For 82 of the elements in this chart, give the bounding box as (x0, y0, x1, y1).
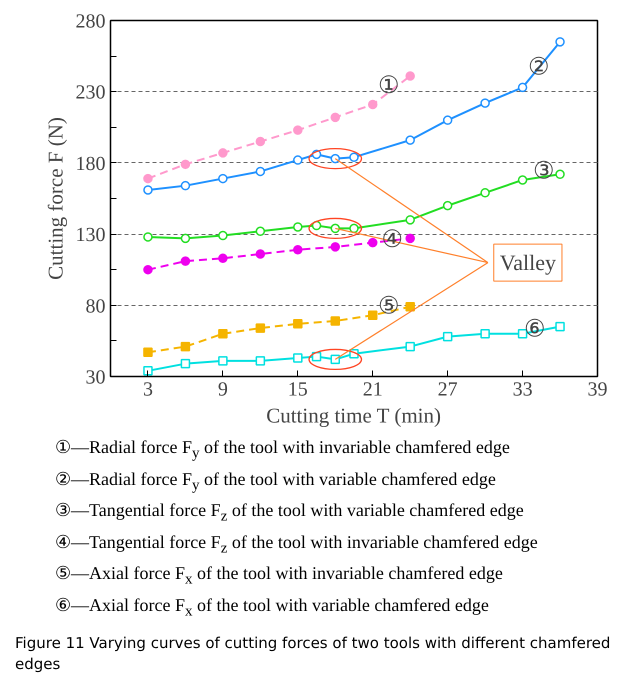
point (518, 82, 528, 92)
y-tick-label: 180 (76, 152, 106, 175)
point (218, 356, 228, 366)
text: ④—Tangential force F$_{z}$ of the tool with invariable chamfered edge (55, 530, 539, 558)
y-tick-label: 230 (76, 82, 106, 104)
x-axis-title: Cutting time T (min) (266, 404, 442, 428)
point (293, 155, 303, 165)
point (368, 238, 378, 248)
point (368, 310, 378, 320)
x-tick-label: 21 (362, 378, 383, 400)
x-tick-label: 9 (218, 378, 228, 400)
point (405, 135, 415, 145)
point (180, 342, 190, 352)
x-tick-label: 33 (512, 378, 533, 400)
point (293, 125, 303, 135)
point (442, 200, 452, 210)
x-tick-label: 3 (142, 378, 153, 400)
point (143, 174, 153, 184)
point (180, 160, 190, 170)
x-tick-label: 15 (288, 378, 308, 400)
point (180, 256, 190, 266)
point (293, 319, 303, 329)
annotation: Valley (500, 250, 556, 276)
text: ③—Tangential force F$_{z}$ of the tool with variable chamfered edge (55, 499, 525, 527)
point (442, 115, 452, 125)
point (218, 329, 228, 339)
point (349, 224, 359, 234)
y-tick-label: 80 (86, 295, 106, 318)
y-tick-label: 30 (86, 366, 106, 388)
point (218, 230, 228, 240)
x-tick-label: 27 (438, 378, 458, 400)
text: ⑥—Axial force F$_{x}$ of the tool with variable chamfered edge (55, 594, 490, 622)
text: ②—Radial force F$_{y}$ of the tool with variable chamfered edge (55, 468, 497, 496)
point (180, 234, 190, 244)
point (143, 366, 153, 376)
point (256, 226, 266, 236)
text: ⑤—Axial force F$_{x}$ of the tool with invariable chamfered edge (55, 562, 504, 590)
point (218, 148, 228, 158)
point (312, 352, 322, 362)
y-tick-label: 280 (76, 10, 106, 32)
point (349, 152, 359, 162)
point (480, 329, 490, 339)
point (555, 322, 565, 332)
point (256, 136, 266, 146)
point (180, 358, 190, 368)
point (368, 100, 378, 110)
point (256, 166, 266, 176)
y-axis-title: Cutting force F (N) (44, 117, 68, 280)
point (256, 323, 266, 333)
point (555, 37, 565, 47)
text: ①—Radial force F$_{y}$ of the tool with invariable chamfered edge (55, 436, 511, 464)
point (218, 174, 228, 184)
point (330, 354, 340, 364)
point (518, 175, 528, 185)
point (405, 234, 415, 244)
point (143, 348, 153, 358)
point (480, 188, 490, 198)
point (256, 249, 266, 259)
point (293, 353, 303, 363)
point (330, 316, 340, 326)
point (218, 254, 228, 264)
point (293, 222, 303, 232)
point (555, 170, 565, 180)
point (442, 332, 452, 342)
annotation: ① (378, 73, 400, 100)
point (143, 185, 153, 195)
point (330, 242, 340, 252)
point (143, 232, 153, 242)
point (405, 302, 415, 312)
point (405, 215, 415, 225)
point (480, 98, 490, 108)
point (256, 356, 266, 366)
x-tick-label: 39 (588, 378, 608, 400)
caption: Figure 11 Varying curves of cutting forces of two tools with different chamfered edges (15, 632, 612, 675)
point (405, 342, 415, 352)
point (330, 154, 340, 164)
point (180, 180, 190, 190)
point (405, 71, 415, 81)
point (330, 112, 340, 122)
y-tick-label: 130 (76, 224, 106, 246)
point (293, 245, 303, 255)
point (143, 264, 153, 274)
